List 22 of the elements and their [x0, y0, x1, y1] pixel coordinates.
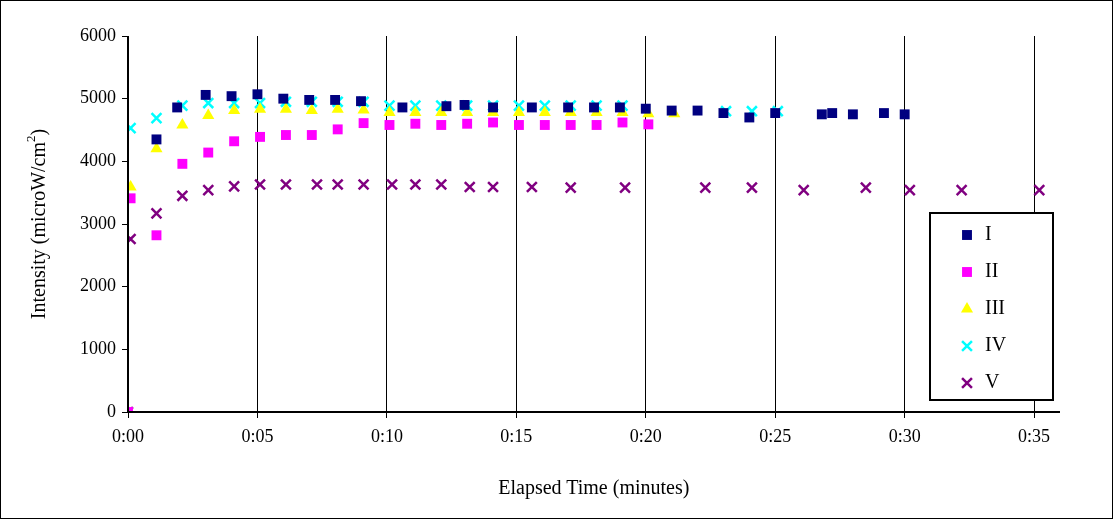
y-tick-label: 4000: [80, 150, 116, 171]
y-axis-title: Intensity (microW/cm2): [23, 128, 51, 320]
x-axis-title: Elapsed Time (minutes): [498, 476, 690, 500]
y-tick-label: 2000: [80, 275, 116, 296]
y-tick-label: 5000: [80, 87, 116, 108]
legend-label: II: [985, 259, 999, 282]
x-tick-label: 0:10: [370, 425, 403, 446]
y-tick-label: 1000: [80, 338, 116, 359]
y-tick-label: 3000: [80, 212, 116, 233]
x-tick-label: 0:00: [111, 425, 145, 446]
y-tick-label: 0: [107, 400, 116, 421]
legend-label: IV: [985, 333, 1007, 356]
legend-label: III: [985, 296, 1005, 319]
x-tick-label: 0:15: [500, 425, 533, 446]
x-tick-label: 0:05: [241, 425, 274, 446]
x-tick-label: 0:35: [1018, 425, 1051, 446]
x-tick-label: 0:30: [888, 425, 921, 446]
x-tick-label: 0:25: [759, 425, 792, 446]
y-tick-label: 6000: [80, 24, 116, 45]
x-tick-label: 0:20: [629, 425, 662, 446]
legend-label: I: [985, 222, 992, 245]
legend-label: V: [985, 370, 1000, 393]
